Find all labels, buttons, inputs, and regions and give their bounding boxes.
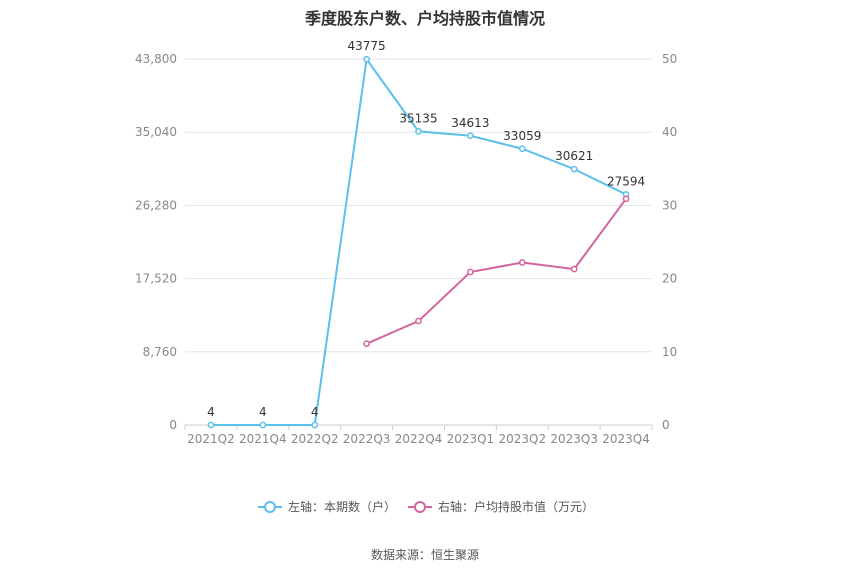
right-axis-tick-label: 50 (662, 52, 677, 66)
x-axis-tick-label: 2022Q4 (395, 432, 443, 446)
x-axis-tick-label: 2022Q3 (343, 432, 391, 446)
series-2-point (622, 195, 630, 203)
data-label: 4 (207, 405, 215, 419)
left-axis-tick-label: 35,040 (135, 125, 177, 139)
series-1-point (207, 421, 215, 429)
legend-label-1: 左轴：本期数（户） (288, 499, 396, 514)
legend-marker-1 (264, 501, 276, 513)
data-label: 34613 (451, 116, 489, 130)
series-2-point (415, 317, 422, 325)
right-axis-tick-label: 40 (662, 125, 677, 139)
left-axis-tick-label: 0 (169, 418, 177, 432)
left-axis-tick-label: 43,800 (135, 52, 177, 66)
series-1-point (570, 165, 578, 173)
x-axis-tick-label: 2023Q2 (498, 432, 546, 446)
data-source: 数据来源：恒生聚源 (370, 548, 479, 562)
left-axis-tick-label: 8,760 (143, 345, 177, 359)
x-axis-tick-label: 2021Q2 (187, 432, 235, 446)
series-1-point (415, 128, 422, 135)
right-axis-tick-label: 20 (662, 272, 677, 286)
legend-label-2: 右轴：户均持股市值（万元） (438, 499, 594, 514)
right-axis-tick-label: 0 (662, 418, 670, 432)
right-axis-tick-label: 30 (662, 198, 677, 212)
x-axis-tick-label: 2022Q2 (291, 432, 339, 446)
x-axis-tick-label: 2023Q1 (447, 432, 495, 446)
series-2-point (518, 259, 526, 266)
series-line-2 (366, 198, 627, 345)
x-axis-tick-label: 2021Q4 (239, 432, 287, 446)
data-label: 27594 (607, 174, 645, 188)
series-1-point (518, 145, 526, 153)
series-1-point (363, 55, 370, 63)
data-label: 30621 (555, 149, 593, 163)
series-1-point (467, 132, 474, 140)
left-axis-tick-label: 17,520 (135, 272, 177, 286)
data-label: 4 (311, 405, 319, 419)
series-1-point (259, 421, 267, 429)
series-2-point (467, 268, 474, 276)
chart-title: 季度股东户数、户均持股市值情况 (304, 9, 545, 28)
series-1-point (311, 421, 319, 429)
x-axis-tick-label: 2023Q4 (602, 432, 650, 446)
data-label: 33059 (503, 129, 541, 143)
data-label: 4 (259, 405, 267, 419)
data-label: 35135 (399, 111, 437, 125)
data-label: 43775 (348, 39, 386, 53)
series-2-point (363, 340, 370, 348)
series-2-point (570, 265, 578, 273)
left-axis-tick-label: 26,280 (135, 198, 177, 212)
right-axis-tick-label: 10 (662, 345, 677, 359)
legend-marker-2 (414, 501, 426, 513)
x-axis-tick-label: 2023Q3 (550, 432, 598, 446)
